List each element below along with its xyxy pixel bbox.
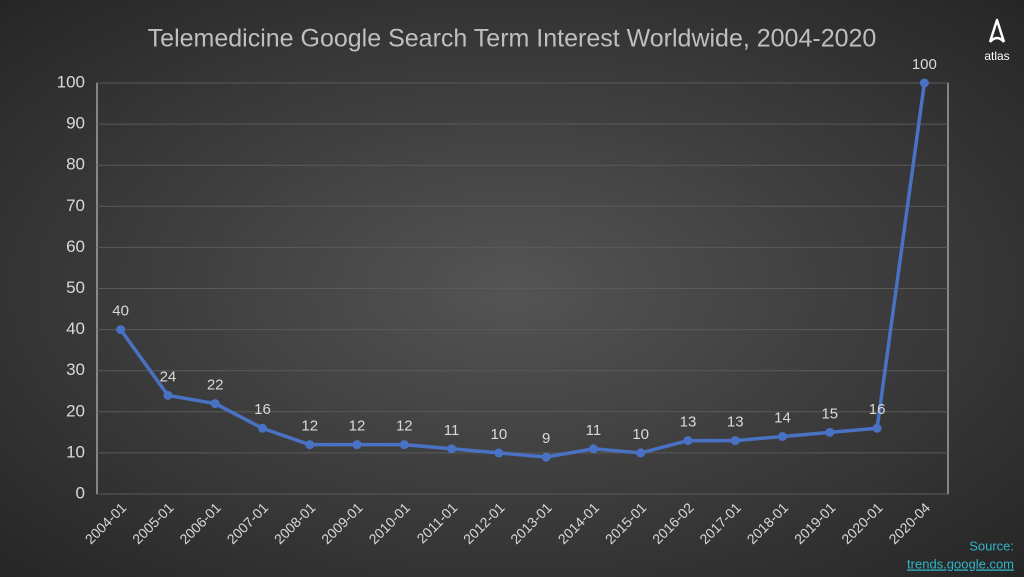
data-label: 14 [774, 409, 791, 426]
point [305, 440, 315, 450]
data-label: 12 [396, 418, 413, 435]
data-label: 40 [112, 303, 129, 320]
point [352, 440, 362, 450]
point [116, 325, 126, 335]
y-tick-label: 90 [66, 114, 85, 133]
y-tick-label: 10 [66, 442, 85, 461]
y-tick-label: 40 [66, 319, 85, 338]
point [872, 423, 882, 433]
logo: atlas [984, 18, 1010, 63]
logo-text: atlas [984, 49, 1009, 63]
point [447, 444, 457, 454]
logo-icon [988, 18, 1006, 43]
data-label: 16 [869, 401, 886, 418]
y-tick-label: 80 [66, 155, 85, 174]
data-label: 13 [680, 414, 697, 431]
point [778, 431, 788, 441]
y-tick-label: 70 [66, 196, 85, 215]
data-label: 10 [632, 426, 649, 443]
point [541, 452, 551, 462]
point [588, 444, 598, 454]
y-tick-label: 20 [66, 401, 85, 420]
data-label: 22 [207, 377, 224, 394]
y-tick-label: 100 [57, 72, 85, 91]
point [399, 440, 409, 450]
point [825, 427, 835, 437]
point [163, 390, 173, 400]
point [730, 436, 740, 446]
data-label: 15 [821, 405, 838, 422]
y-tick-label: 0 [76, 483, 85, 502]
point [919, 78, 929, 88]
y-tick-label: 50 [66, 278, 85, 297]
point [257, 423, 267, 433]
source-link[interactable]: trends.google.com [907, 556, 1014, 571]
point [683, 436, 693, 446]
y-tick-label: 60 [66, 237, 85, 256]
data-label: 9 [542, 430, 550, 447]
data-label: 24 [160, 368, 177, 385]
data-label: 16 [254, 401, 271, 418]
data-label: 100 [912, 56, 937, 73]
data-label: 10 [491, 426, 508, 443]
y-tick-label: 30 [66, 360, 85, 379]
data-label: 13 [727, 414, 744, 431]
source-label: Source: [969, 538, 1014, 553]
data-label: 11 [444, 422, 460, 439]
line [119, 82, 927, 459]
point [494, 448, 504, 458]
point [636, 448, 646, 458]
chart-title: Telemedicine Google Search Term Interest… [148, 25, 877, 53]
data-label: 11 [586, 422, 602, 439]
point [210, 399, 220, 409]
data-label: 12 [301, 418, 318, 435]
data-label: 12 [349, 418, 366, 435]
